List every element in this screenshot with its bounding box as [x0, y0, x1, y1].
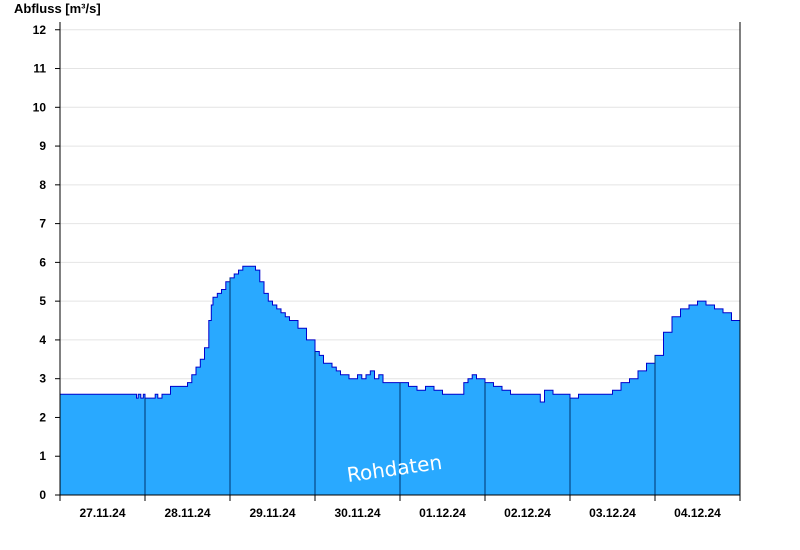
x-ticks: 27.11.24 28.11.24 29.11.24 30.11.24 01.12.24… [59, 495, 741, 520]
y-tick-label-2: 2 [39, 410, 46, 424]
y-tick-label-8: 8 [39, 178, 46, 192]
x-tick-label-0: 27.11.24 [79, 506, 125, 520]
y-tick-label-6: 6 [39, 255, 46, 269]
x-tick-label-6: 03.12.24 [589, 506, 636, 520]
day-dividers [144, 277, 656, 495]
x-tick-label-7: 04.12.24 [674, 506, 721, 520]
y-tick-label-3: 3 [39, 372, 46, 386]
y-tick-label-1: 1 [39, 449, 46, 463]
x-tick-label-2: 29.11.24 [249, 506, 295, 520]
y-tick-label-7: 7 [39, 217, 46, 231]
y-tick-label-0: 0 [39, 488, 46, 502]
x-tick-label-4: 01.12.24 [419, 506, 466, 520]
x-tick-label-5: 02.12.24 [504, 506, 551, 520]
y-tick-label-5: 5 [39, 294, 46, 308]
x-tick-label-1: 28.11.24 [164, 506, 210, 520]
y-tick-label-9: 9 [39, 139, 46, 153]
y-tick-label-11: 11 [33, 62, 46, 76]
y-axis-label: Abfluss [m³/s] [14, 1, 101, 16]
y-tick-label-10: 10 [33, 100, 47, 114]
discharge-line [60, 265, 741, 403]
y-tick-label-4: 4 [39, 333, 46, 347]
x-tick-label-3: 30.11.24 [334, 506, 380, 520]
y-tick-label-12: 12 [33, 23, 47, 37]
